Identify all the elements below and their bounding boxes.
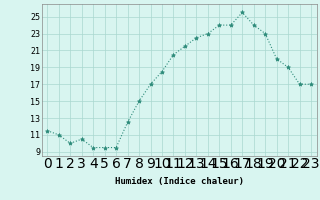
X-axis label: Humidex (Indice chaleur): Humidex (Indice chaleur) [115,177,244,186]
